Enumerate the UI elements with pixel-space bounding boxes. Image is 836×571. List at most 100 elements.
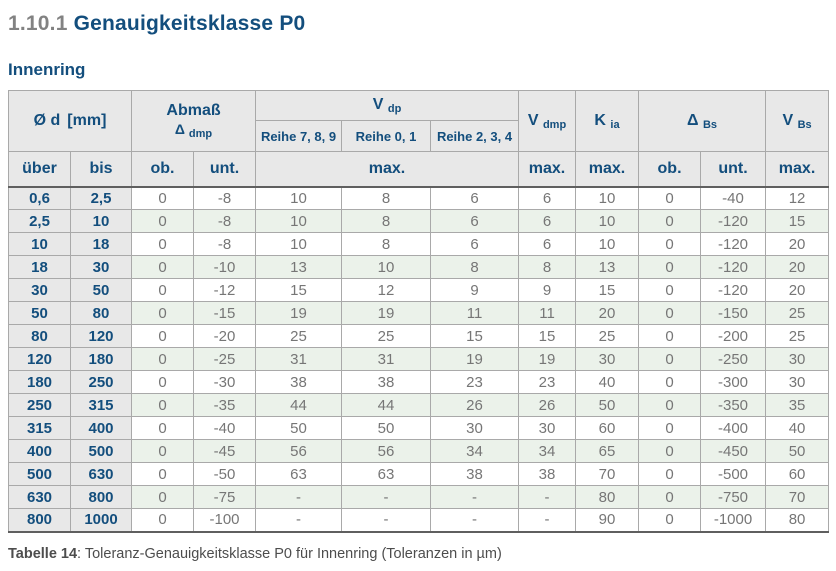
- table-row: 18 30 0 -10 13 10 8 8 13 0 -120 20: [8, 255, 830, 279]
- tolerance-value-cell: 0: [638, 416, 702, 440]
- tolerance-value-cell: -50: [192, 462, 257, 486]
- diameter-range-cell: 120: [8, 347, 71, 371]
- tolerance-value-cell: 10: [255, 209, 343, 233]
- header-reihe-01: Reihe 0, 1: [341, 120, 432, 152]
- tolerance-value-cell: 0: [638, 439, 702, 463]
- tolerance-value-cell: 12: [765, 186, 830, 210]
- tolerance-value-cell: 10: [341, 255, 432, 279]
- table-caption: Tabelle 14: Toleranz-Genauigkeitsklasse …: [8, 546, 828, 562]
- tolerance-value-cell: 0: [131, 324, 194, 348]
- tolerance-value-cell: 0: [638, 278, 702, 302]
- tolerance-value-cell: 10: [255, 186, 343, 210]
- header-abmass-index: dmp: [188, 128, 213, 140]
- diameter-range-cell: 500: [8, 462, 71, 486]
- tolerance-value-cell: -75: [192, 485, 257, 509]
- tolerance-value-cell: 8: [430, 255, 520, 279]
- tolerance-value-cell: -150: [700, 301, 767, 325]
- tolerance-value-cell: 25: [765, 301, 830, 325]
- tolerance-value-cell: 30: [430, 416, 520, 440]
- tolerance-value-cell: 9: [430, 278, 520, 302]
- table-row: 80 120 0 -20 25 25 15 15 25 0 -200 25: [8, 324, 830, 348]
- tolerance-value-cell: 6: [518, 186, 577, 210]
- tolerance-value-cell: 50: [575, 393, 640, 417]
- header-vdp-symbol: V: [372, 96, 384, 113]
- tolerance-value-cell: -120: [700, 209, 767, 233]
- header-kia-index: ia: [610, 118, 620, 131]
- header-diameter-unit: [mm]: [67, 112, 107, 129]
- tolerance-value-cell: 35: [765, 393, 830, 417]
- tolerance-value-cell: 44: [341, 393, 432, 417]
- diameter-range-cell: 30: [8, 278, 71, 302]
- header-vbs: V Bs: [765, 90, 830, 152]
- tolerance-value-cell: -400: [700, 416, 767, 440]
- header-abmass-symbol: Δ: [174, 121, 185, 137]
- tolerance-value-cell: 63: [341, 462, 432, 486]
- tolerance-value-cell: -: [255, 508, 343, 533]
- header-ob-bs: ob.: [638, 151, 702, 188]
- tolerance-value-cell: 20: [575, 301, 640, 325]
- header-vbs-index: Bs: [797, 118, 812, 131]
- tolerance-value-cell: 0: [638, 209, 702, 233]
- table-row: 180 250 0 -30 38 38 23 23 40 0 -300 30: [8, 370, 830, 394]
- table-row: 315 400 0 -40 50 50 30 30 60 0 -400 40: [8, 416, 830, 440]
- diameter-range-cell: 30: [70, 255, 132, 279]
- table-row: 120 180 0 -25 31 31 19 19 30 0 -250 30: [8, 347, 830, 371]
- table-row: 30 50 0 -12 15 12 9 9 15 0 -120 20: [8, 278, 830, 302]
- tolerance-value-cell: 15: [765, 209, 830, 233]
- tolerance-value-cell: 30: [518, 416, 577, 440]
- header-unt-dmp: unt.: [192, 151, 257, 188]
- tolerance-value-cell: -40: [192, 416, 257, 440]
- tolerance-value-cell: -250: [700, 347, 767, 371]
- tolerance-value-cell: 9: [518, 278, 577, 302]
- tolerance-value-cell: 70: [765, 485, 830, 509]
- tolerance-value-cell: 38: [255, 370, 343, 394]
- table-row: 10 18 0 -8 10 8 6 6 10 0 -120 20: [8, 232, 830, 256]
- tolerance-value-cell: 0: [638, 485, 702, 509]
- header-max-vdmp: max.: [518, 151, 577, 188]
- tolerance-value-cell: -15: [192, 301, 257, 325]
- header-max-vdp: max.: [255, 151, 520, 188]
- tolerance-value-cell: 0: [131, 508, 194, 533]
- tolerance-value-cell: -120: [700, 232, 767, 256]
- diameter-range-cell: 630: [70, 462, 132, 486]
- header-abmass-label: Abmaß: [166, 102, 221, 119]
- diameter-range-cell: 315: [70, 393, 132, 417]
- tolerance-value-cell: -: [341, 508, 432, 533]
- tolerance-value-cell: -: [518, 485, 577, 509]
- header-reihe-789: Reihe 7, 8, 9: [255, 120, 343, 152]
- tolerance-value-cell: 0: [638, 324, 702, 348]
- tolerance-value-cell: -300: [700, 370, 767, 394]
- diameter-range-cell: 0,6: [8, 186, 71, 210]
- header-kia: K ia: [575, 90, 640, 152]
- diameter-range-cell: 10: [70, 209, 132, 233]
- tolerance-value-cell: 26: [430, 393, 520, 417]
- tolerance-value-cell: 6: [518, 232, 577, 256]
- tolerance-value-cell: -10: [192, 255, 257, 279]
- tolerance-value-cell: 19: [518, 347, 577, 371]
- tolerance-value-cell: 6: [430, 186, 520, 210]
- tolerance-value-cell: 13: [575, 255, 640, 279]
- tolerance-value-cell: -: [430, 485, 520, 509]
- section-heading: 1.10.1 Genauigkeitsklasse P0: [8, 12, 828, 36]
- diameter-range-cell: 400: [70, 416, 132, 440]
- tolerance-value-cell: 10: [255, 232, 343, 256]
- tolerance-value-cell: 10: [575, 232, 640, 256]
- header-bis: bis: [70, 151, 132, 188]
- tolerance-value-cell: 0: [131, 416, 194, 440]
- tolerance-value-cell: -1000: [700, 508, 767, 533]
- tolerance-value-cell: 23: [518, 370, 577, 394]
- tolerance-value-cell: 6: [430, 209, 520, 233]
- header-kia-symbol: K: [594, 111, 606, 129]
- tolerance-value-cell: -25: [192, 347, 257, 371]
- tolerance-value-cell: 25: [765, 324, 830, 348]
- tolerance-value-cell: 60: [575, 416, 640, 440]
- tolerance-value-cell: 0: [131, 485, 194, 509]
- tolerance-value-cell: 8: [341, 209, 432, 233]
- tolerance-value-cell: 44: [255, 393, 343, 417]
- diameter-range-cell: 400: [8, 439, 71, 463]
- diameter-range-cell: 18: [70, 232, 132, 256]
- header-row-3: über bis ob. unt. max. max. max. ob. unt…: [8, 151, 830, 188]
- tolerance-value-cell: -30: [192, 370, 257, 394]
- tolerance-value-cell: 10: [575, 209, 640, 233]
